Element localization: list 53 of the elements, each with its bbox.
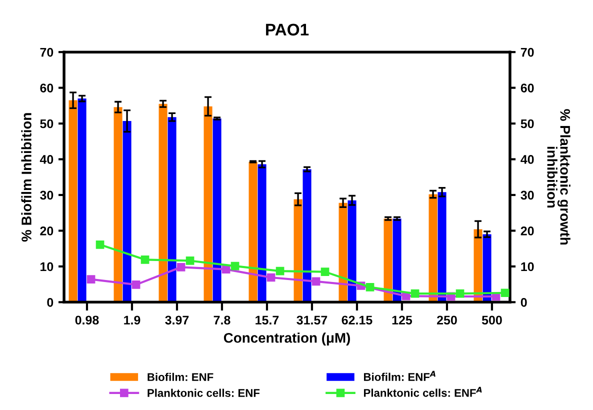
bar (384, 218, 392, 302)
y2-axis-title: % Planktonic growth inhibition (547, 109, 570, 245)
y-tick-label: 10 (40, 262, 54, 272)
bar (212, 118, 222, 302)
y2-tick-label: 60 (520, 84, 534, 92)
y-tick-label: 70 (40, 48, 54, 57)
bar (482, 234, 492, 302)
y-tick-label: 50 (40, 119, 54, 128)
y-tick-label: 60 (40, 84, 54, 92)
bar (302, 169, 312, 302)
y-axis-title: % Biofilm Inhibition (21, 113, 32, 242)
x-tick-label: 1.9 (124, 316, 140, 325)
bar (338, 202, 348, 302)
y2-tick-label: 40 (520, 155, 534, 164)
bar (204, 106, 212, 302)
x-tick-label: 62.15 (342, 316, 372, 325)
bar (114, 107, 122, 302)
x-tick-label: 7.8 (214, 316, 230, 325)
bar (258, 164, 266, 302)
bar (248, 162, 258, 302)
x-tick-label: 31.57 (296, 316, 328, 325)
y2-tick-label: 50 (520, 119, 534, 128)
x-tick-label: 500 (482, 316, 502, 325)
legend-label: Planktonic cells: ENF (148, 388, 260, 397)
bar (168, 117, 176, 302)
bar (438, 192, 446, 302)
bar (78, 98, 86, 302)
bar (348, 200, 356, 302)
bar (122, 121, 132, 302)
y2-tick-label: 10 (521, 262, 534, 272)
y2-tick-label: 30 (520, 190, 534, 200)
x-axis-title: Concentration (μM) (224, 332, 350, 346)
bar (392, 218, 402, 302)
legend-label: Biofilm: ENF$^{A}$ (364, 370, 436, 381)
bar (68, 100, 78, 302)
legend-label: Planktonic cells: ENF$^{A}$ (364, 386, 482, 397)
y-tick-label: 20 (40, 226, 54, 236)
y2-tick-label: 20 (520, 226, 534, 236)
bar (428, 194, 438, 302)
bar (294, 199, 302, 302)
x-tick-label: 250 (436, 316, 457, 325)
y-tick-label: 30 (40, 190, 54, 200)
bar (158, 104, 168, 302)
y-tick-label: 0 (47, 298, 54, 307)
y2-tick-label: 0 (520, 298, 527, 307)
x-tick-label: 0.98 (75, 316, 99, 325)
x-tick-label: 125 (392, 316, 412, 325)
y2-tick-label: 70 (520, 48, 534, 57)
legend-label: Biofilm: ENF (148, 372, 214, 382)
chart-title: PAO1 (266, 24, 309, 36)
y-tick-label: 40 (40, 155, 54, 164)
x-tick-label: 3.97 (165, 316, 189, 325)
x-tick-label: 15.7 (256, 316, 279, 325)
